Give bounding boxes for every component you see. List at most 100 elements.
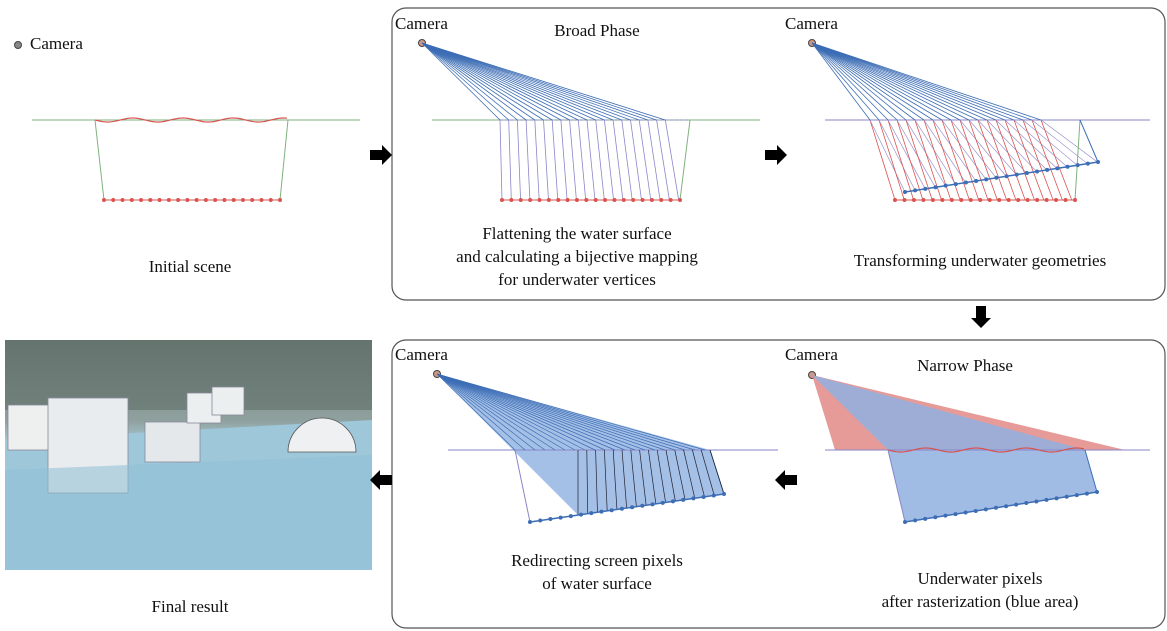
vertex [594,198,598,202]
line [812,43,924,120]
vertex [893,198,897,202]
vertex [1054,198,1058,202]
vertex [1065,495,1069,499]
caption: after rasterization (blue area) [882,592,1079,611]
line [422,43,639,120]
vertex [1045,198,1049,202]
line [812,43,1014,120]
vertex [913,518,917,522]
vertex [599,510,603,514]
vertex [988,198,992,202]
vertex [641,198,645,202]
vertex [537,198,541,202]
vertex [950,198,954,202]
vertex [556,198,560,202]
vertex [509,198,513,202]
vertex [1076,163,1080,167]
vertex [232,198,236,202]
vertex [612,198,616,202]
vertex [259,198,263,202]
vertex [978,198,982,202]
line [422,43,631,120]
vertex [1095,490,1099,494]
vertex [1007,198,1011,202]
camera-label: Camera [395,345,448,364]
vertex [954,182,958,186]
vertex [912,198,916,202]
vertex [1016,198,1020,202]
line [526,120,530,200]
vertex [610,508,614,512]
line [570,120,577,200]
line [422,43,648,120]
vertex [269,198,273,202]
vertex [1014,503,1018,507]
vertex [575,198,579,202]
line [812,43,969,120]
line [95,120,104,200]
line [680,120,690,200]
vertex [923,517,927,521]
vertex [195,198,199,202]
line [422,43,665,120]
vertex [111,198,115,202]
vertex [1075,493,1079,497]
vertex [213,198,217,202]
vertex [250,198,254,202]
vertex [102,198,106,202]
vertex [630,505,634,509]
vertex [681,498,685,502]
vertex [559,516,563,520]
caption: Flattening the water surface [482,224,671,243]
line [587,120,595,200]
line [812,43,996,120]
vertex [1055,496,1059,500]
vertex [931,198,935,202]
vertex [620,507,624,511]
line [812,43,951,120]
figure: Camera CameraCameraCameraCameraBroad Pha… [0,0,1167,631]
vertex [603,198,607,202]
line [422,43,500,120]
line [812,43,906,120]
line [987,120,1016,200]
line [1014,120,1067,166]
line [812,43,1023,120]
vertex [669,198,673,202]
blue-area [437,374,724,515]
vertex [548,517,552,521]
vertex [678,198,682,202]
line [812,43,933,120]
line [1005,120,1057,168]
vertex [974,509,978,513]
line [1023,120,1053,200]
line [604,120,613,200]
line [578,120,585,200]
vertex [222,198,226,202]
camera-label: Camera [395,14,448,33]
vertex [902,198,906,202]
camera-label: Camera [785,14,838,33]
line [596,120,605,200]
phase-title: Broad Phase [554,21,639,40]
line [812,43,897,120]
vertex [1004,504,1008,508]
line [622,120,632,200]
line [561,120,567,200]
vertex [589,511,593,515]
line [422,43,604,120]
line [613,120,623,200]
line [509,120,512,200]
vertex [547,198,551,202]
vertex [121,198,125,202]
vertex [1024,501,1028,505]
vertex [969,198,973,202]
camera-legend-icon [15,42,22,49]
vertex [528,198,532,202]
line [517,120,520,200]
vertex [659,198,663,202]
vertex [651,502,655,506]
vertex [130,198,134,202]
line [280,120,288,200]
line [422,43,578,120]
